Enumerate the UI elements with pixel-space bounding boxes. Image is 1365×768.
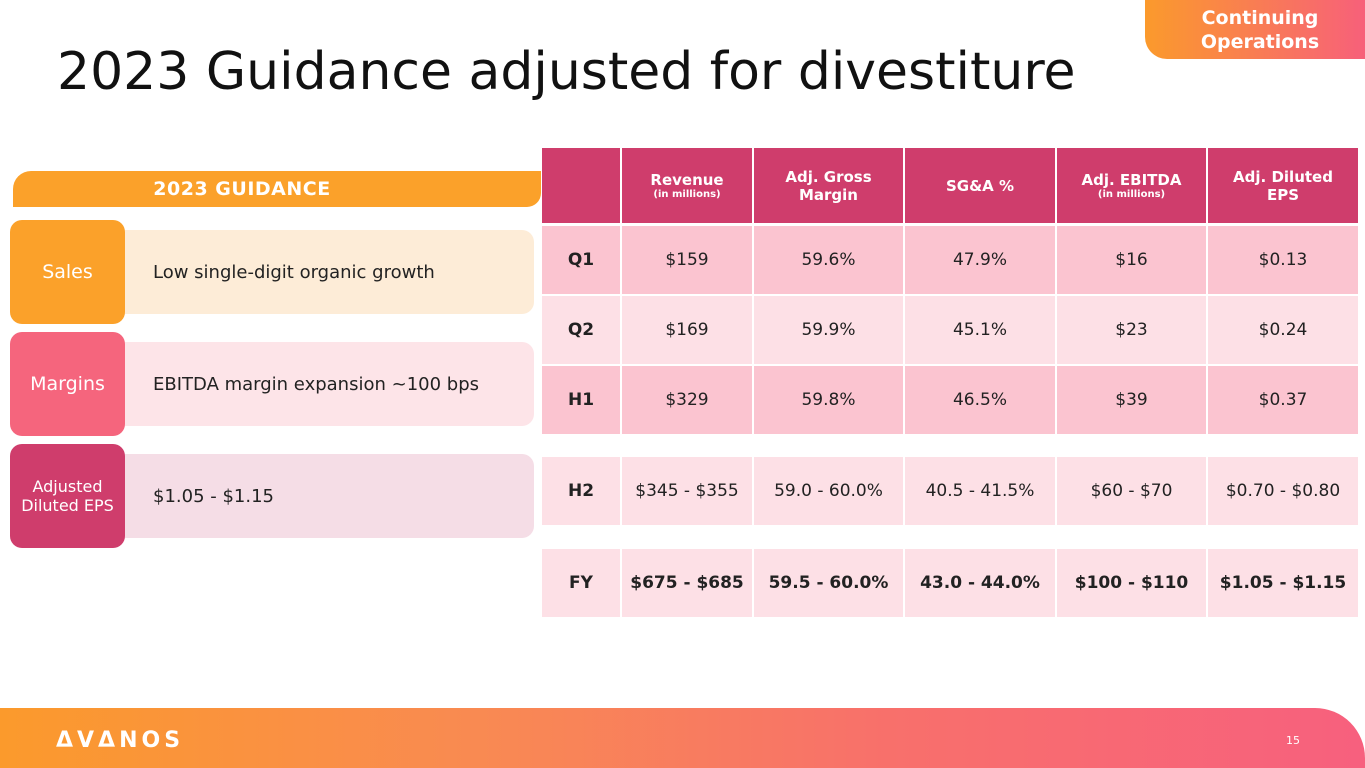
row-label: Q1 bbox=[542, 226, 620, 294]
column-header bbox=[542, 148, 620, 223]
guidance-header: 2023 GUIDANCE bbox=[13, 171, 541, 207]
table-cell: $16 bbox=[1057, 226, 1206, 294]
table-cell: 43.0 - 44.0% bbox=[905, 549, 1055, 617]
column-header-label: Revenue bbox=[650, 170, 724, 189]
guidance-row: $1.05 - $1.15 Adjusted Diluted EPS bbox=[10, 444, 534, 548]
table-cell: $1.05 - $1.15 bbox=[1208, 549, 1358, 617]
table-cell: $23 bbox=[1057, 296, 1206, 364]
column-header-sub: (in millions) bbox=[1097, 188, 1166, 200]
table-cell: 40.5 - 41.5% bbox=[905, 457, 1055, 525]
table-cell: $0.37 bbox=[1208, 366, 1358, 434]
table-cell: $100 - $110 bbox=[1057, 549, 1206, 617]
avanos-logo: ΔVΔNOS bbox=[56, 728, 185, 753]
table-cell: 59.6% bbox=[754, 226, 903, 294]
table-cell: $159 bbox=[622, 226, 752, 294]
table-cell: $0.13 bbox=[1208, 226, 1358, 294]
guidance-row: Low single-digit organic growth Sales bbox=[10, 220, 534, 324]
table-cell: 59.8% bbox=[754, 366, 903, 434]
table-cell: 59.9% bbox=[754, 296, 903, 364]
table-cell: 46.5% bbox=[905, 366, 1055, 434]
guidance-tag: Margins bbox=[10, 332, 125, 436]
table-cell: $60 - $70 bbox=[1057, 457, 1206, 525]
guidance-text: $1.05 - $1.15 bbox=[110, 454, 534, 538]
column-header-label: Adj. Gross Margin bbox=[785, 167, 872, 204]
column-header: Revenue (in millions) bbox=[622, 148, 752, 223]
table-cell: $169 bbox=[622, 296, 752, 364]
guidance-row: EBITDA margin expansion ~100 bps Margins bbox=[10, 332, 534, 436]
column-header-label: Adj. Diluted EPS bbox=[1233, 167, 1333, 204]
table-cell: 47.9% bbox=[905, 226, 1055, 294]
table-cell: $345 - $355 bbox=[622, 457, 752, 525]
column-header: SG&A % bbox=[905, 148, 1055, 223]
table-cell: 59.0 - 60.0% bbox=[754, 457, 903, 525]
table-cell: $0.24 bbox=[1208, 296, 1358, 364]
footer-bar: ΔVΔNOS 15 bbox=[0, 708, 1365, 768]
row-label: FY bbox=[542, 549, 620, 617]
column-header-sub: (in millions) bbox=[653, 188, 721, 200]
table-cell: $675 - $685 bbox=[622, 549, 752, 617]
badge-line-2: Operations bbox=[1200, 30, 1320, 53]
column-header: Adj. Gross Margin bbox=[754, 148, 903, 223]
table-cell: $39 bbox=[1057, 366, 1206, 434]
table-cell: $0.70 - $0.80 bbox=[1208, 457, 1358, 525]
continuing-operations-badge: Continuing Operations bbox=[1145, 0, 1365, 59]
column-header: Adj. Diluted EPS bbox=[1208, 148, 1358, 223]
badge-line-1: Continuing bbox=[1201, 6, 1319, 29]
table-cell: 45.1% bbox=[905, 296, 1055, 364]
guidance-text: EBITDA margin expansion ~100 bps bbox=[110, 342, 534, 426]
row-label: Q2 bbox=[542, 296, 620, 364]
column-header: Adj. EBITDA (in millions) bbox=[1057, 148, 1206, 223]
row-label: H2 bbox=[542, 457, 620, 525]
column-header-label: SG&A % bbox=[945, 176, 1015, 195]
row-label: H1 bbox=[542, 366, 620, 434]
column-header-label: Adj. EBITDA bbox=[1081, 170, 1182, 189]
page-title: 2023 Guidance adjusted for divestiture bbox=[57, 42, 1076, 102]
table-cell: $329 bbox=[622, 366, 752, 434]
guidance-tag: Adjusted Diluted EPS bbox=[10, 444, 125, 548]
page-number: 15 bbox=[1286, 734, 1300, 747]
table-cell: 59.5 - 60.0% bbox=[754, 549, 903, 617]
guidance-text: Low single-digit organic growth bbox=[110, 230, 534, 314]
guidance-tag: Sales bbox=[10, 220, 125, 324]
